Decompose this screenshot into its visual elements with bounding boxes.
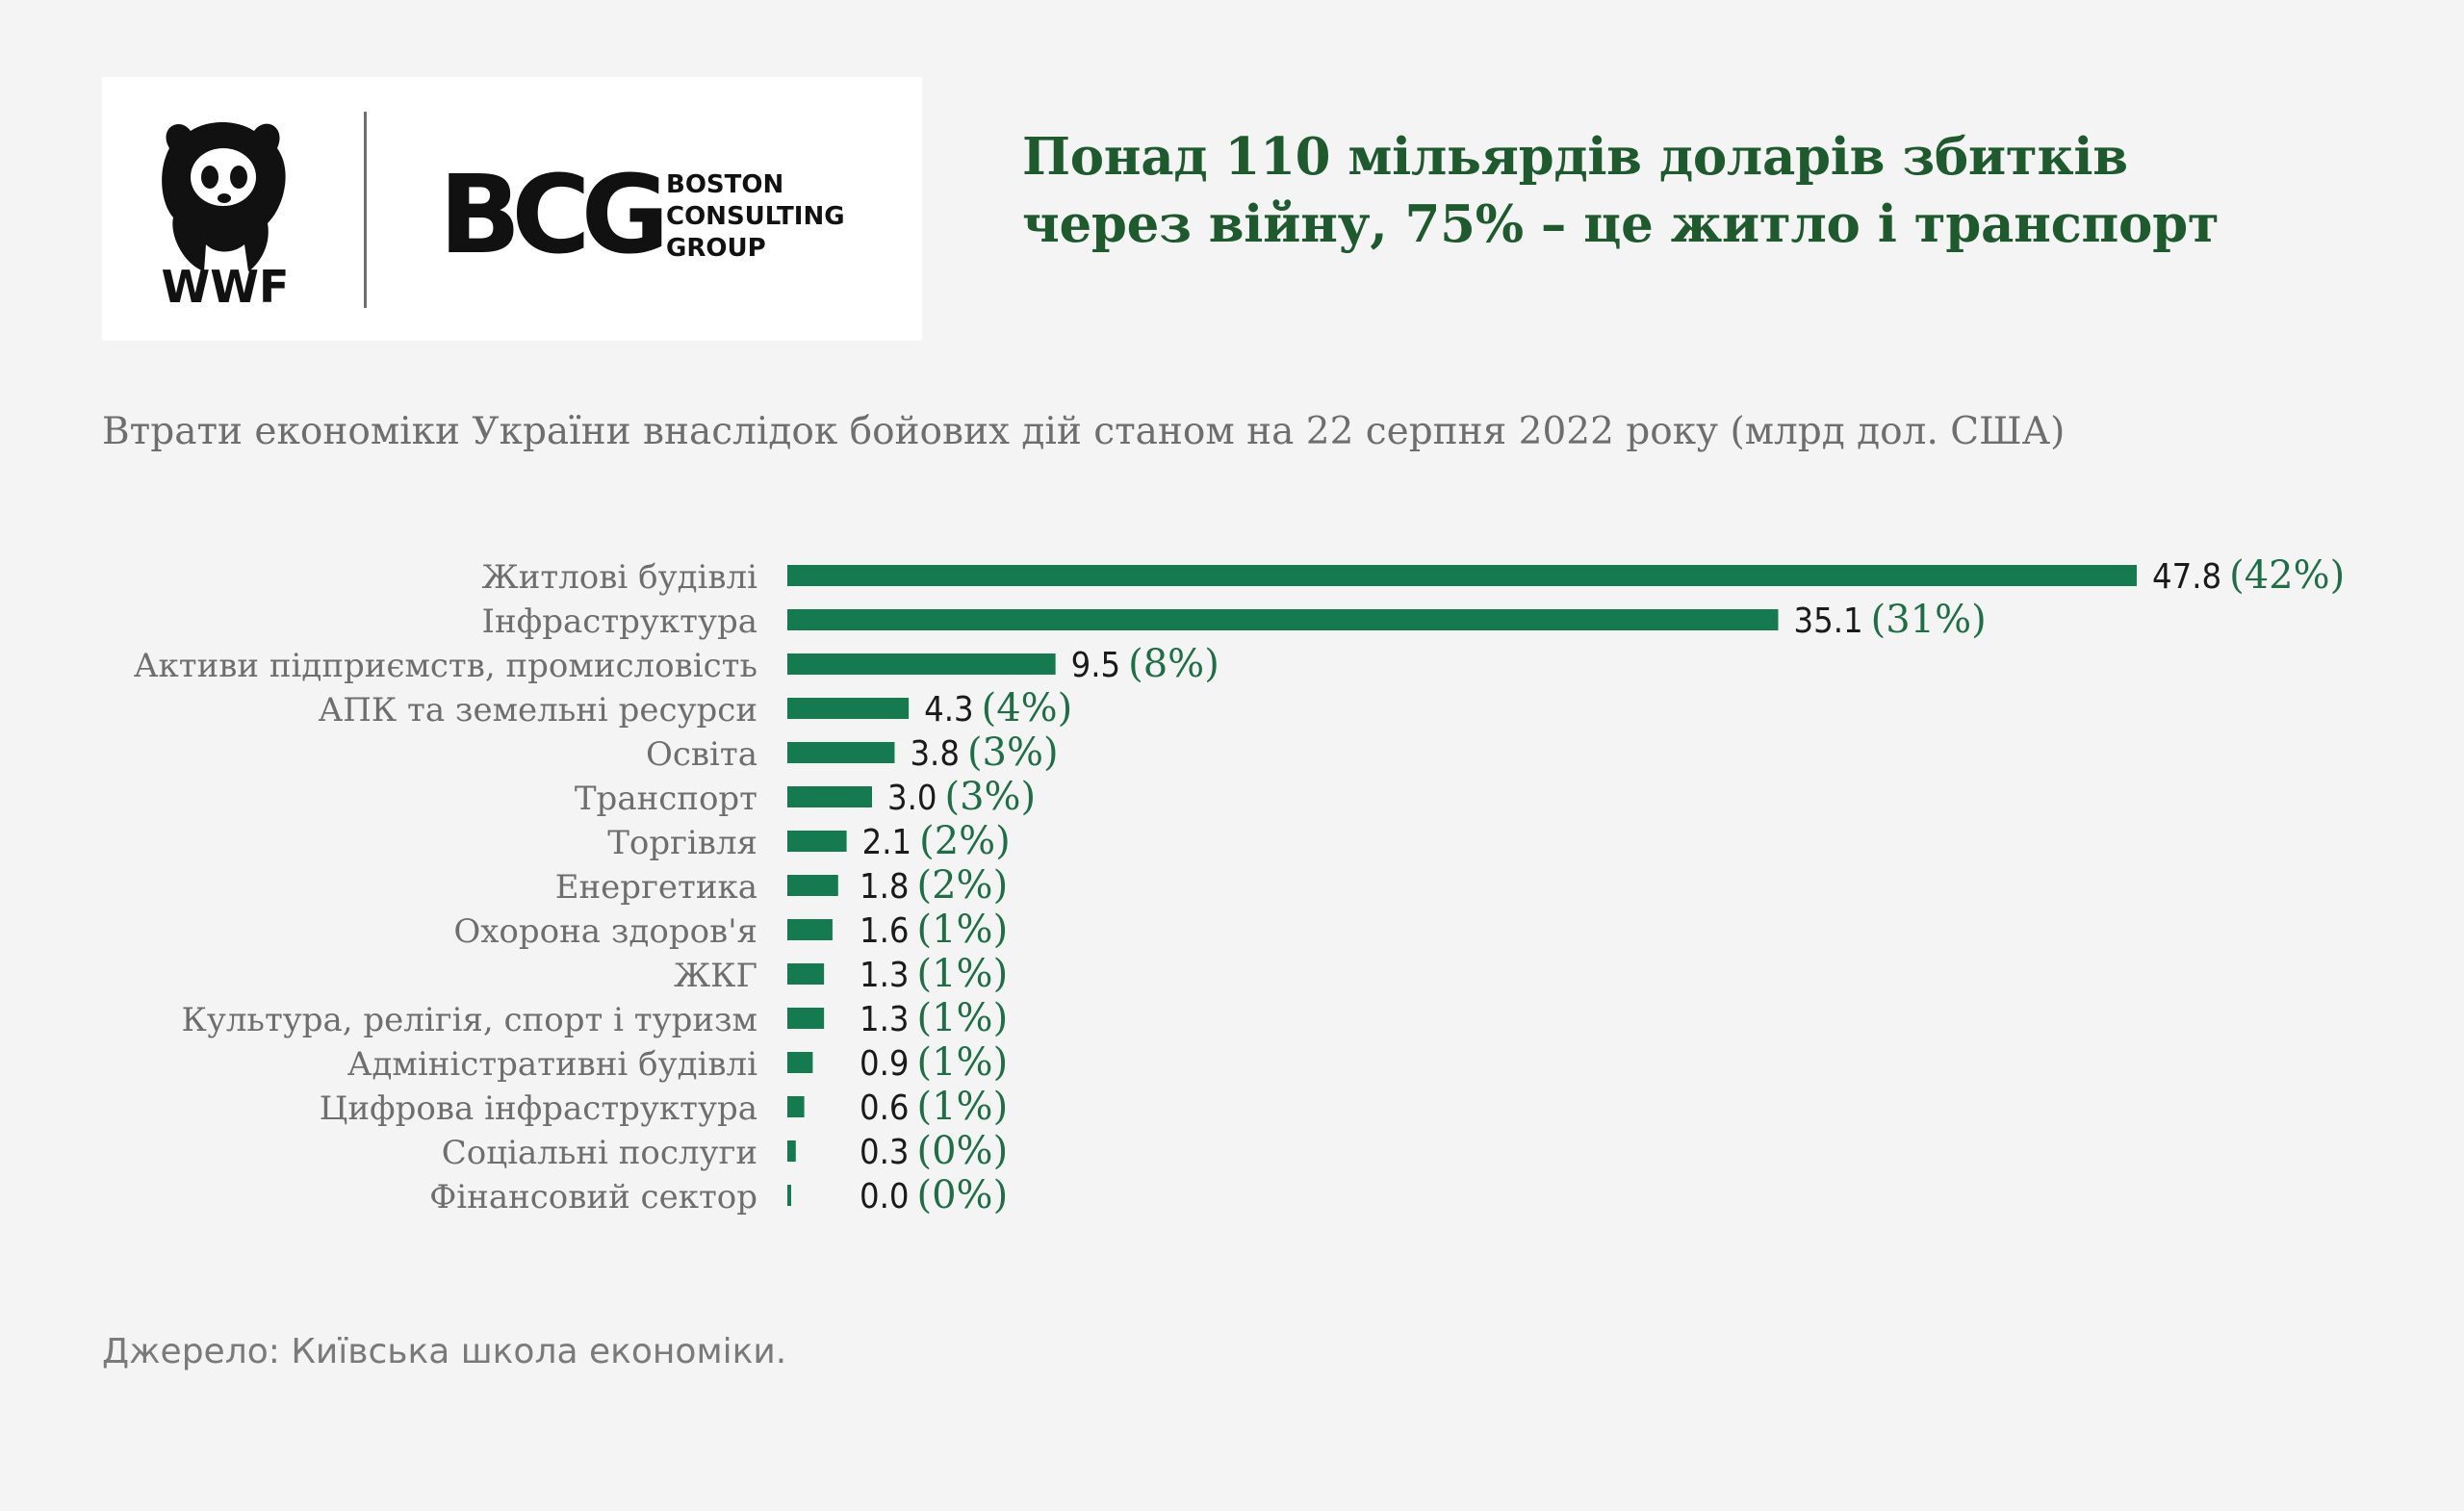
value-text: 1.3: [860, 956, 910, 995]
value-label: 9.5 (8%): [1071, 642, 1219, 686]
percent-label: (3%): [967, 730, 1059, 775]
percent-label: (2%): [919, 819, 1011, 863]
bar: [787, 565, 2137, 586]
category-label: Житлові будівлі: [482, 558, 758, 597]
headline: Понад 110 мільярдів доларів збитків чере…: [1022, 123, 2408, 258]
percent-label: (31%): [1871, 598, 1987, 642]
value-text: 0.0: [860, 1177, 910, 1216]
category-label: АПК та земельні ресурси: [319, 691, 758, 730]
percent-label: (1%): [917, 996, 1009, 1040]
value-text: 47.8: [2152, 557, 2221, 597]
headline-line-2: через війну, 75% – це житло і транспорт: [1022, 194, 2220, 254]
percent-label: (42%): [2229, 553, 2345, 598]
value-label: 0.3 (0%): [860, 1129, 1008, 1173]
category-label: Охорона здоров'я: [453, 912, 757, 951]
value-text: 1.6: [860, 911, 910, 951]
value-text: 0.9: [860, 1044, 910, 1084]
value-label: 1.8 (2%): [860, 863, 1008, 908]
category-label: Адміністративні будівлі: [347, 1045, 757, 1084]
bcg-name-line: GROUP: [666, 234, 766, 263]
bar: [787, 1052, 813, 1073]
value-text: 9.5: [1071, 646, 1121, 685]
value-label: 47.8 (42%): [2152, 553, 2345, 598]
bar: [787, 742, 895, 763]
category-label: Торгівля: [607, 824, 757, 862]
category-label: Освіта: [646, 735, 757, 774]
bar: [787, 609, 1779, 630]
bar: [787, 831, 847, 852]
percent-label: (4%): [982, 686, 1073, 730]
percent-label: (2%): [917, 863, 1009, 908]
category-label: Культура, релігія, спорт і туризм: [182, 1001, 757, 1039]
bar: [787, 963, 825, 985]
bcg-name-line: BOSTON: [666, 170, 784, 199]
percent-label: (3%): [944, 775, 1036, 819]
value-text: 0.3: [860, 1133, 910, 1172]
value-label: 3.8 (3%): [910, 730, 1058, 775]
category-label: Фінансовий сектор: [429, 1178, 757, 1216]
wwf-wordmark: WWF: [162, 261, 290, 312]
percent-label: (0%): [917, 1173, 1009, 1217]
category-label: Соціальні послуги: [442, 1134, 757, 1172]
category-label: Активи підприємств, промисловість: [134, 647, 757, 685]
logo-divider: [364, 112, 367, 308]
value-text: 3.0: [887, 779, 937, 818]
value-label: 1.6 (1%): [860, 908, 1008, 952]
value-label: 35.1 (31%): [1794, 598, 1987, 642]
bar: [787, 786, 872, 807]
value-text: 3.8: [910, 734, 960, 774]
source-note: Джерело: Київська школа економіки.: [102, 1332, 787, 1371]
value-text: 1.3: [860, 1000, 910, 1039]
value-label: 4.3 (4%): [924, 686, 1072, 730]
category-label: Енергетика: [555, 868, 757, 907]
category-label: Інфраструктура: [482, 602, 757, 641]
category-label: Цифрова інфраструктура: [320, 1089, 757, 1128]
percent-label: (8%): [1128, 642, 1219, 686]
value-label: 0.0 (0%): [860, 1173, 1008, 1217]
bar: [787, 1185, 791, 1206]
bcg-logo-name: BOSTON CONSULTING GROUP: [666, 169, 845, 265]
category-label: ЖКГ: [674, 957, 757, 995]
value-text: 35.1: [1794, 602, 1863, 641]
percent-label: (1%): [917, 908, 1009, 952]
bcg-logo-mark: BCG: [439, 153, 669, 278]
bcg-name-line: CONSULTING: [666, 202, 845, 231]
category-label: Транспорт: [575, 780, 757, 818]
chart-subtitle: Втрати економіки України внаслідок бойов…: [102, 410, 2066, 453]
bar: [787, 698, 910, 719]
value-label: 1.3 (1%): [860, 996, 1008, 1040]
bar: [787, 1096, 805, 1117]
bar: [787, 1008, 825, 1029]
percent-label: (1%): [917, 1085, 1009, 1129]
percent-label: (1%): [917, 1040, 1009, 1085]
bar: [787, 875, 838, 896]
logos-panel: WWF BCG BOSTON CONSULTING GROUP: [102, 77, 922, 341]
wwf-logo: WWF: [162, 122, 290, 312]
value-label: 3.0 (3%): [887, 775, 1036, 819]
value-label: 1.3 (1%): [860, 952, 1008, 996]
value-text: 1.8: [860, 867, 910, 907]
bar: [787, 653, 1056, 675]
headline-line-1: Понад 110 мільярдів доларів збитків: [1022, 127, 2128, 187]
value-text: 0.6: [860, 1088, 910, 1128]
value-label: 0.6 (1%): [860, 1085, 1008, 1129]
bar: [787, 919, 833, 940]
bar: [787, 1140, 796, 1162]
value-label: 2.1 (2%): [862, 819, 1011, 863]
percent-label: (0%): [917, 1129, 1009, 1173]
percent-label: (1%): [917, 952, 1009, 996]
value-label: 0.9 (1%): [860, 1040, 1008, 1085]
value-text: 4.3: [924, 690, 974, 730]
value-text: 2.1: [862, 823, 912, 862]
